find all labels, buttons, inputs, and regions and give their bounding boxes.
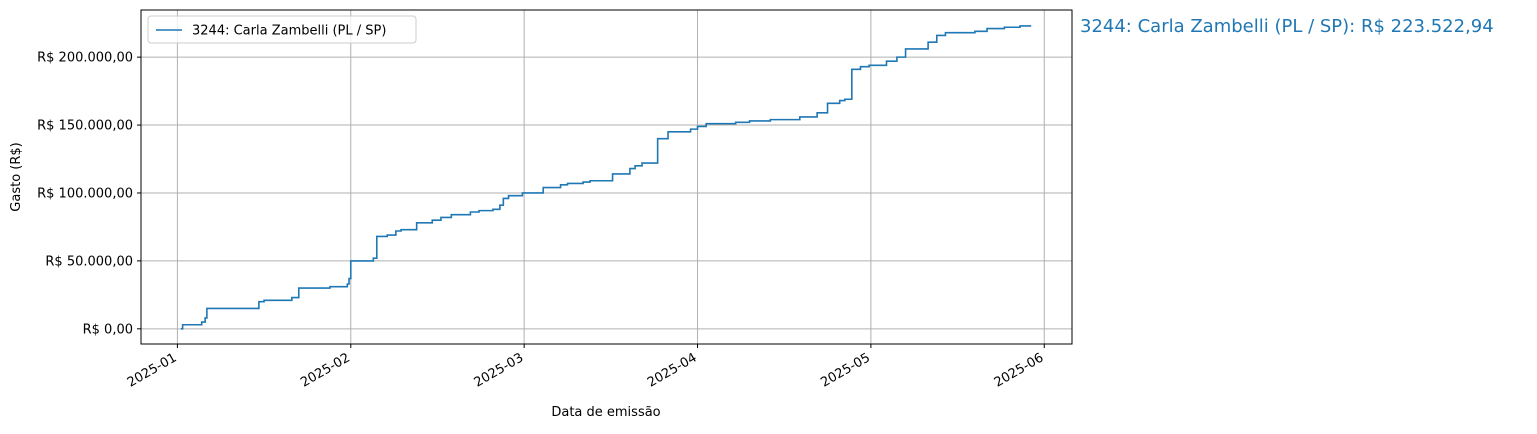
x-tick-label: 2025-05 (818, 350, 873, 390)
legend: 3244: Carla Zambelli (PL / SP) (147, 15, 417, 44)
y-tick-label: R$ 50.000,00 (45, 254, 133, 269)
y-axis-label: Gasto (R$) (9, 142, 24, 211)
x-tick-label: 2025-04 (645, 350, 700, 390)
x-tick-label: 2025-03 (472, 350, 527, 390)
plot-frame (140, 9, 1073, 345)
annotation: 3244: Carla Zambelli (PL / SP): R$ 223.5… (1080, 16, 1494, 37)
y-tick-label: R$ 150.000,00 (37, 119, 133, 134)
y-tick-label: R$ 200.000,00 (37, 51, 133, 66)
x-tick-label: 2025-02 (298, 350, 353, 390)
line (180, 25, 1032, 330)
x-tick-label: 2025-06 (992, 350, 1047, 390)
legend-label: 3244: Carla Zambelli (PL / SP) (192, 24, 386, 39)
x-tick-label: 2025-01 (125, 350, 180, 390)
y-tick-label: R$ 0,00 (83, 322, 133, 337)
x-axis-label: Data de emissão (551, 405, 660, 420)
legend-box (147, 15, 417, 44)
y-tick-label: R$ 100.000,00 (37, 186, 133, 201)
